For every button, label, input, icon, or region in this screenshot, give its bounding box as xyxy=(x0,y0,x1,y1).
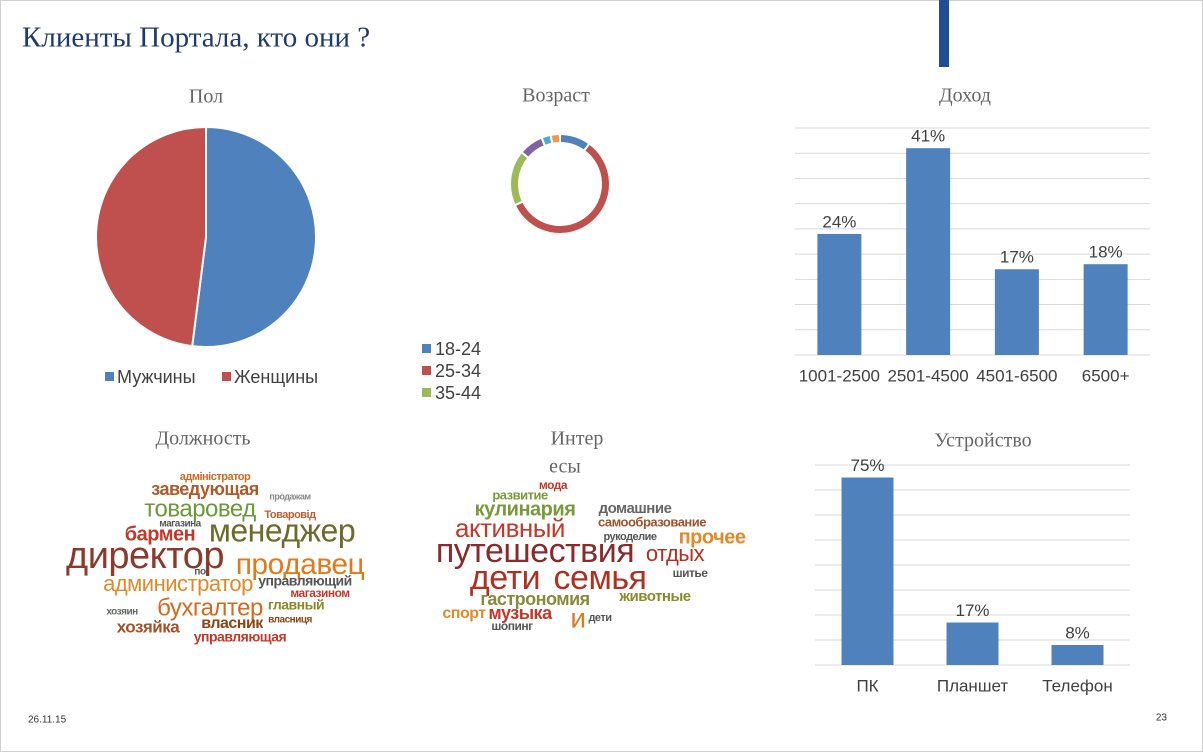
word: магазина xyxy=(159,519,201,530)
word: домашние xyxy=(599,500,672,517)
word: бармен xyxy=(125,523,195,545)
word: и xyxy=(570,602,585,633)
x-tick-label: 2501-4500 xyxy=(887,366,968,385)
chart-title: Возраст xyxy=(522,85,590,107)
x-tick-label: Телефон xyxy=(1042,676,1113,695)
word: Товаровід xyxy=(264,509,316,521)
value-label: 8% xyxy=(1065,623,1090,642)
bar xyxy=(817,233,862,355)
word: хозяин xyxy=(106,607,138,618)
legend-label: 18-24 xyxy=(435,339,481,359)
x-tick-label: 6500+ xyxy=(1082,366,1130,385)
word: бухгалтер xyxy=(157,594,263,621)
bar xyxy=(1051,645,1104,665)
word: мода xyxy=(539,478,568,492)
bar xyxy=(1083,264,1128,355)
word: кулинария xyxy=(475,498,576,520)
word: адміністратор xyxy=(180,471,251,483)
chart-title: Доход xyxy=(939,85,991,107)
bar xyxy=(841,477,894,665)
chart-title: Пол xyxy=(189,86,223,108)
bar xyxy=(994,269,1039,355)
legend-label: 35-44 xyxy=(435,383,481,403)
word: рукоделие xyxy=(603,531,656,543)
word: отдых xyxy=(646,541,705,566)
accent-bar xyxy=(939,0,949,67)
word: главный xyxy=(268,597,324,613)
page-number: 23 xyxy=(1156,713,1168,724)
bar xyxy=(946,622,999,665)
bar xyxy=(906,148,951,355)
value-label: 24% xyxy=(822,212,856,231)
word: власниця xyxy=(268,615,312,626)
word: хозяйка xyxy=(117,617,181,636)
word: власник xyxy=(201,615,264,632)
slice xyxy=(95,125,207,348)
word: продажам xyxy=(269,491,311,501)
word: шитье xyxy=(673,566,709,580)
value-label: 17% xyxy=(955,601,989,620)
word: директор xyxy=(66,535,224,577)
word: дети xyxy=(470,559,540,597)
legend-swatch xyxy=(422,366,431,375)
word: продавец xyxy=(236,548,365,581)
x-tick-label: Планшет xyxy=(937,676,1009,695)
legend-swatch xyxy=(222,372,231,381)
word: музыка xyxy=(488,603,553,623)
date: 26.11.15 xyxy=(28,715,67,726)
legend-swatch xyxy=(422,388,431,397)
word: животные xyxy=(618,588,690,605)
chart-title: Интер xyxy=(551,428,604,450)
word: товаровед xyxy=(144,495,256,522)
slide-title: Клиенты Портала, кто они ? xyxy=(22,22,370,54)
x-tick-label: 1001-2500 xyxy=(799,366,880,385)
value-label: 41% xyxy=(911,127,945,146)
word: дети xyxy=(588,612,611,624)
word: заведующая xyxy=(151,479,259,499)
slice xyxy=(549,132,561,145)
word: шопинг xyxy=(491,619,533,633)
chart-title: Должность xyxy=(155,428,250,450)
word: по xyxy=(194,567,206,578)
value-label: 75% xyxy=(850,456,884,475)
word: администратор xyxy=(103,571,253,596)
word: путешествия xyxy=(436,532,634,570)
word: гастрономия xyxy=(480,589,589,609)
slice xyxy=(191,125,317,348)
legend-label: Мужчины xyxy=(117,367,196,387)
word: прочее xyxy=(679,526,746,548)
word: развитие xyxy=(492,487,548,502)
legend-label: Женщины xyxy=(234,367,318,387)
chart-title: Устройство xyxy=(934,430,1031,452)
word: самообразование xyxy=(598,514,706,529)
word: семья xyxy=(554,559,647,597)
word: управляющий xyxy=(258,573,352,589)
legend-label: 25-34 xyxy=(435,361,481,381)
word: активный xyxy=(455,513,565,543)
x-tick-label: ПК xyxy=(856,676,878,695)
value-label: 18% xyxy=(1089,243,1123,262)
word: магазином xyxy=(290,586,350,600)
legend-swatch xyxy=(105,372,114,381)
word: управляющая xyxy=(194,629,287,645)
x-tick-label: 4501-6500 xyxy=(976,366,1057,385)
word: спорт xyxy=(442,605,486,622)
legend-swatch xyxy=(422,344,431,353)
word: менеджер xyxy=(209,512,355,548)
chart-title: есы xyxy=(549,456,581,478)
value-label: 17% xyxy=(1000,248,1034,267)
